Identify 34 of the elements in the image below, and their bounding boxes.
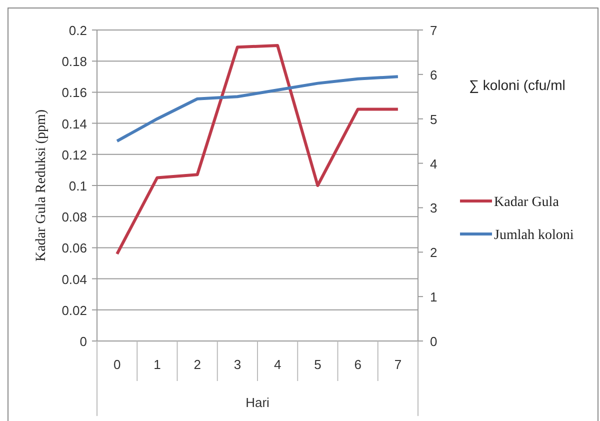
line-series bbox=[116, 75, 400, 143]
y2-tick-label: 0 bbox=[430, 334, 438, 349]
y-tick-label: 0.04 bbox=[62, 272, 87, 287]
y-tick-label: 0.2 bbox=[68, 23, 87, 38]
y-tick-label: 0.18 bbox=[62, 54, 87, 70]
y2-axis-title: ∑ koloni (cfu/ml bbox=[469, 77, 566, 93]
x-tick-label: 7 bbox=[394, 357, 402, 372]
y2-tick-label: 3 bbox=[430, 200, 438, 216]
y-tick-label: 0 bbox=[80, 334, 87, 349]
x-tick-label: 2 bbox=[194, 357, 201, 372]
x-tick-label: 1 bbox=[154, 357, 161, 372]
y-tick-label: 0.16 bbox=[62, 85, 87, 100]
line-series bbox=[116, 44, 400, 256]
x-tick-label: 5 bbox=[314, 357, 322, 372]
y-tick-label: 0.06 bbox=[62, 240, 87, 256]
y2-tick-label: 2 bbox=[430, 245, 438, 260]
x-axis-title: Hari bbox=[246, 395, 270, 410]
y2-tick-label: 5 bbox=[430, 112, 438, 127]
y-tick-label: 0.14 bbox=[62, 116, 87, 132]
x-tick-label: 0 bbox=[113, 357, 121, 372]
y2-tick-label: 6 bbox=[430, 67, 438, 82]
legend-label: Jumlah koloni bbox=[494, 228, 574, 243]
x-tick-label: 4 bbox=[274, 357, 282, 372]
y2-tick-label: 1 bbox=[430, 290, 438, 305]
x-tick-label: 3 bbox=[234, 357, 242, 372]
y-tick-label: 0.02 bbox=[62, 302, 87, 318]
y-tick-label: 0.1 bbox=[68, 178, 87, 194]
y-tick-label: 0.12 bbox=[62, 147, 87, 162]
x-tick-label: 6 bbox=[354, 357, 362, 372]
y2-tick-label: 4 bbox=[430, 156, 438, 172]
legend-label: Kadar Gula bbox=[494, 195, 560, 210]
y2-tick-label: 7 bbox=[430, 23, 438, 38]
y-axis-title: Kadar Gula Reduksi (ppm) bbox=[34, 109, 49, 262]
y-tick-label: 0.08 bbox=[62, 210, 87, 225]
